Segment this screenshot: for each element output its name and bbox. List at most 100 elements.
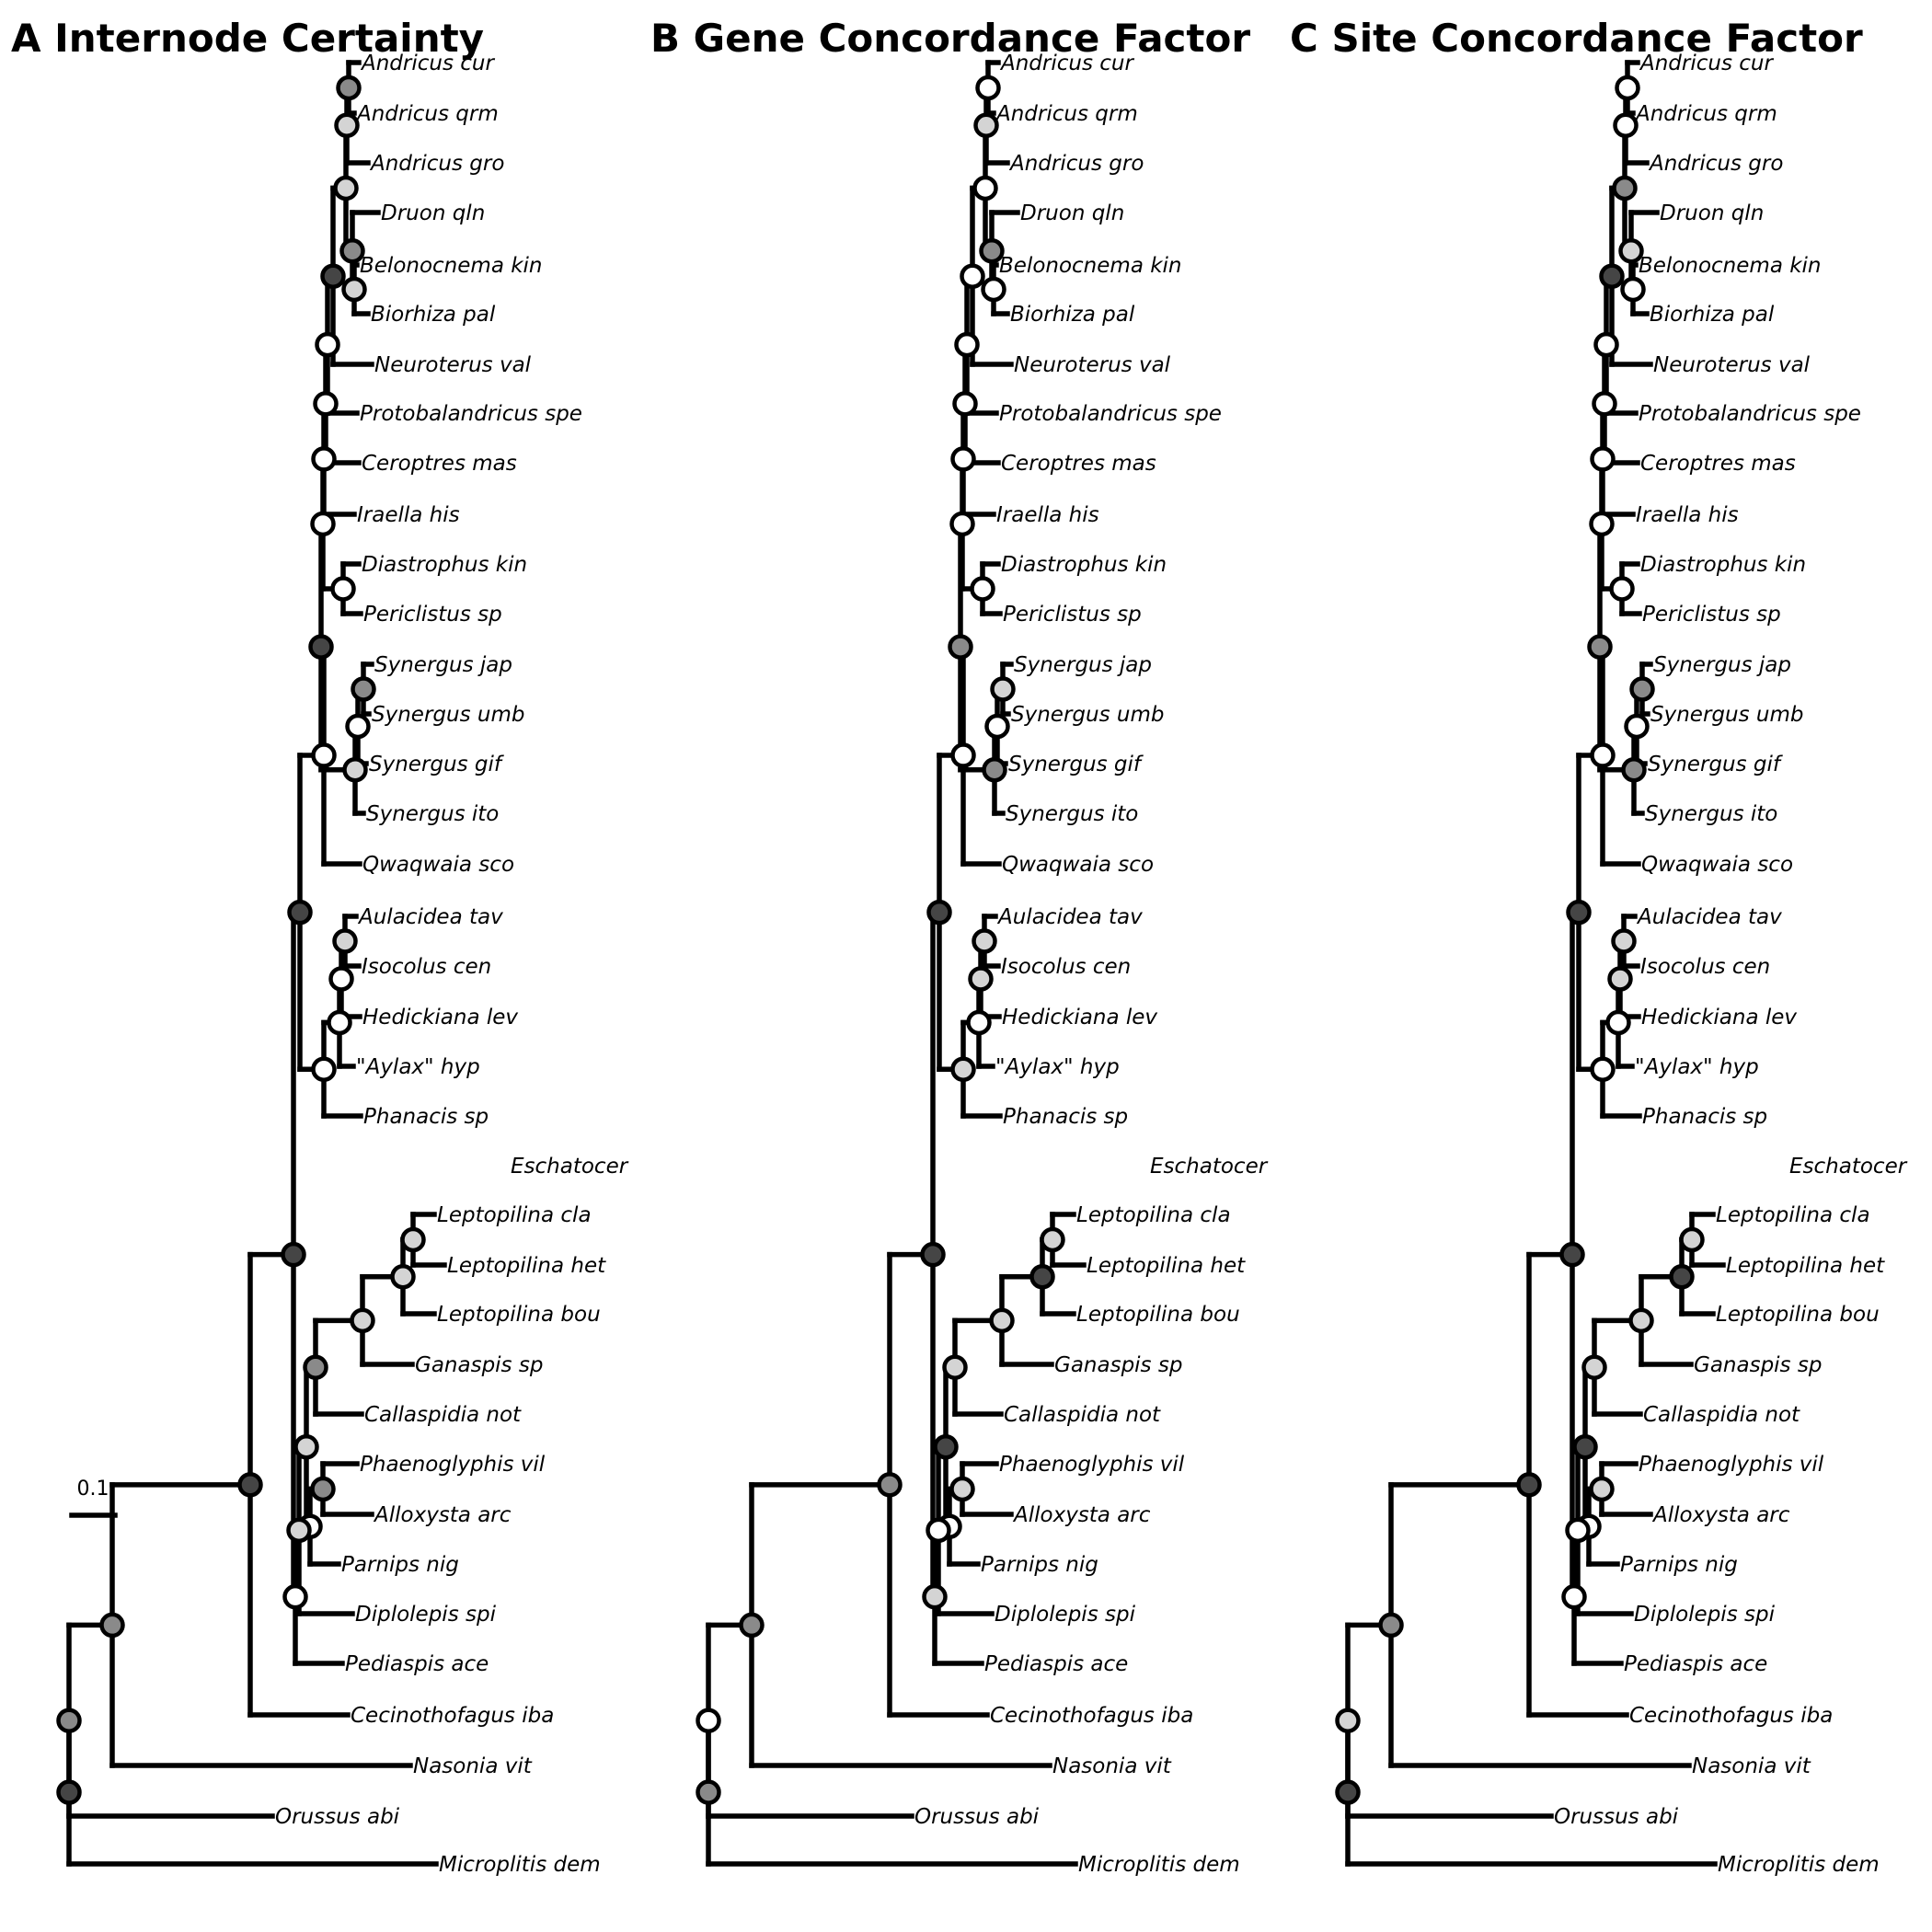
taxon-label: Synergus umb [372, 703, 524, 727]
taxon-label: Eschatocer [1150, 1155, 1269, 1179]
support-node-white [1565, 1517, 1591, 1544]
taxon-label: Synergus ito [1645, 802, 1777, 826]
support-node-dark [926, 899, 952, 926]
support-node-white [330, 576, 356, 602]
support-node-white [954, 331, 980, 358]
support-node-white [327, 1009, 352, 1036]
taxon-label: Leptopilina het [1087, 1254, 1246, 1278]
support-node-medium [99, 1612, 125, 1639]
support-node-dark [237, 1472, 263, 1498]
support-node-medium [1587, 634, 1613, 660]
support-node-white [984, 713, 1010, 740]
support-node-light [1607, 966, 1633, 992]
support-node-dark [287, 899, 313, 926]
taxon-label: Andricus qrm [995, 102, 1138, 126]
taxon-label: Isocolus cen [1001, 955, 1131, 979]
taxon-label: Diplolepis spi [355, 1603, 497, 1627]
taxon-label: Iraella his [996, 503, 1099, 527]
support-node-light [1679, 1226, 1705, 1253]
support-node-light [400, 1226, 426, 1253]
support-node-light [1335, 1708, 1361, 1733]
taxon-label: Parnips nig [981, 1553, 1098, 1577]
support-node-white [310, 511, 336, 537]
taxon-label: Ganaspis sp [1694, 1353, 1822, 1377]
taxon-label: Parnips nig [1620, 1553, 1738, 1577]
support-node-white [1590, 446, 1616, 472]
taxon-label: Orussus abi [275, 1805, 400, 1829]
support-node-white [1590, 742, 1616, 768]
scale-bar: 0.1 [69, 1478, 118, 1518]
taxon-label: Periclistus sp [1642, 603, 1781, 627]
support-node-light [390, 1264, 416, 1290]
taxon-label: Ceroptres mas [1640, 452, 1796, 476]
support-node-medium [310, 1476, 336, 1502]
taxon-label: Qwaqwaia sco [1641, 853, 1793, 877]
taxon-label: Cecinothofagus iba [351, 1704, 554, 1728]
taxon-label: Qwaqwaia sco [1002, 853, 1154, 877]
support-node-white [1609, 576, 1635, 602]
taxon-label: Leptopilina cla [1076, 1203, 1231, 1227]
taxon-label: Diplolepis spi [995, 1603, 1136, 1627]
support-node-light [341, 276, 367, 303]
taxon-label: Ganaspis sp [1054, 1353, 1182, 1377]
taxon-label: Nasonia vit [1692, 1754, 1811, 1778]
support-node-light [1040, 1226, 1065, 1253]
taxon-label: Andricus gro [1008, 152, 1144, 176]
support-node-white [975, 75, 1001, 101]
taxon-label: Belonocnema kin [999, 254, 1182, 278]
support-node-light [1589, 1476, 1615, 1502]
panel-a-title-text: Internode Certainty [54, 16, 484, 61]
support-node-white [970, 576, 995, 602]
taxon-label: Aulacidea tav [996, 905, 1143, 929]
taxon-label: Diastrophus kin [362, 553, 527, 577]
support-node-light [942, 1354, 968, 1380]
taxon-label: Hedickiana lev [362, 1006, 518, 1029]
panel-a-title: A Internode Certainty [11, 16, 484, 61]
support-node-light [333, 175, 359, 201]
support-node-dark [281, 1241, 306, 1268]
support-node-medium [982, 757, 1007, 783]
taxon-label: Leptopilina bou [1716, 1303, 1880, 1327]
support-node-dark [1029, 1264, 1055, 1290]
support-node-dark [308, 634, 334, 660]
taxon-label: Eschatocer [1789, 1155, 1908, 1179]
support-node-medium [979, 238, 1005, 264]
support-node-dark [320, 263, 346, 289]
taxon-label: Druon qln [1660, 201, 1764, 225]
taxon-label: Orussus abi [1554, 1805, 1679, 1829]
taxon-label: Synergus ito [366, 802, 499, 826]
taxon-label: Nasonia vit [1052, 1754, 1172, 1778]
panel-c-title: C Site Concordance Factor [1290, 16, 1863, 61]
support-node-white [1593, 331, 1619, 358]
taxon-label: Leptopilina bou [437, 1303, 601, 1327]
support-node-white [950, 446, 976, 472]
taxon-label: Ceroptres mas [362, 452, 517, 476]
taxon-label: Andricus gro [1648, 152, 1783, 176]
support-node-medium [303, 1354, 328, 1380]
support-node-dark [1559, 1241, 1585, 1268]
taxon-label: Neuroterus val [1653, 353, 1811, 377]
support-node-white [966, 1009, 992, 1036]
taxon-label: Isocolus cen [362, 955, 491, 979]
panel-c-letter: C [1290, 16, 1318, 61]
taxon-label: Phaenoglyphis vil [1639, 1453, 1824, 1477]
taxon-label: Cecinothofagus iba [1629, 1704, 1833, 1728]
support-node-white [1592, 391, 1617, 417]
support-node-white [1589, 511, 1615, 537]
support-node-white [328, 966, 354, 992]
taxon-label: Pediaspis ace [345, 1652, 489, 1676]
taxon-label: Protobalandricus spe [1639, 402, 1861, 426]
support-node-white [926, 1517, 951, 1544]
support-node-white [1613, 112, 1639, 138]
support-node-medium [1621, 757, 1647, 783]
taxon-label: Synergus gif [1008, 753, 1144, 776]
panel-a: A Internode Certainty Andricus cur Andric… [11, 16, 629, 1877]
taxon-label: Diastrophus kin [1001, 553, 1167, 577]
taxon-label: Leptopilina cla [1716, 1203, 1870, 1227]
support-node-light [286, 1517, 312, 1544]
taxon-label: Synergus gif [369, 753, 504, 776]
taxon-label: Belonocnema kin [1639, 254, 1822, 278]
support-node-white [315, 331, 340, 358]
taxon-label: Phanacis sp [1003, 1105, 1128, 1129]
